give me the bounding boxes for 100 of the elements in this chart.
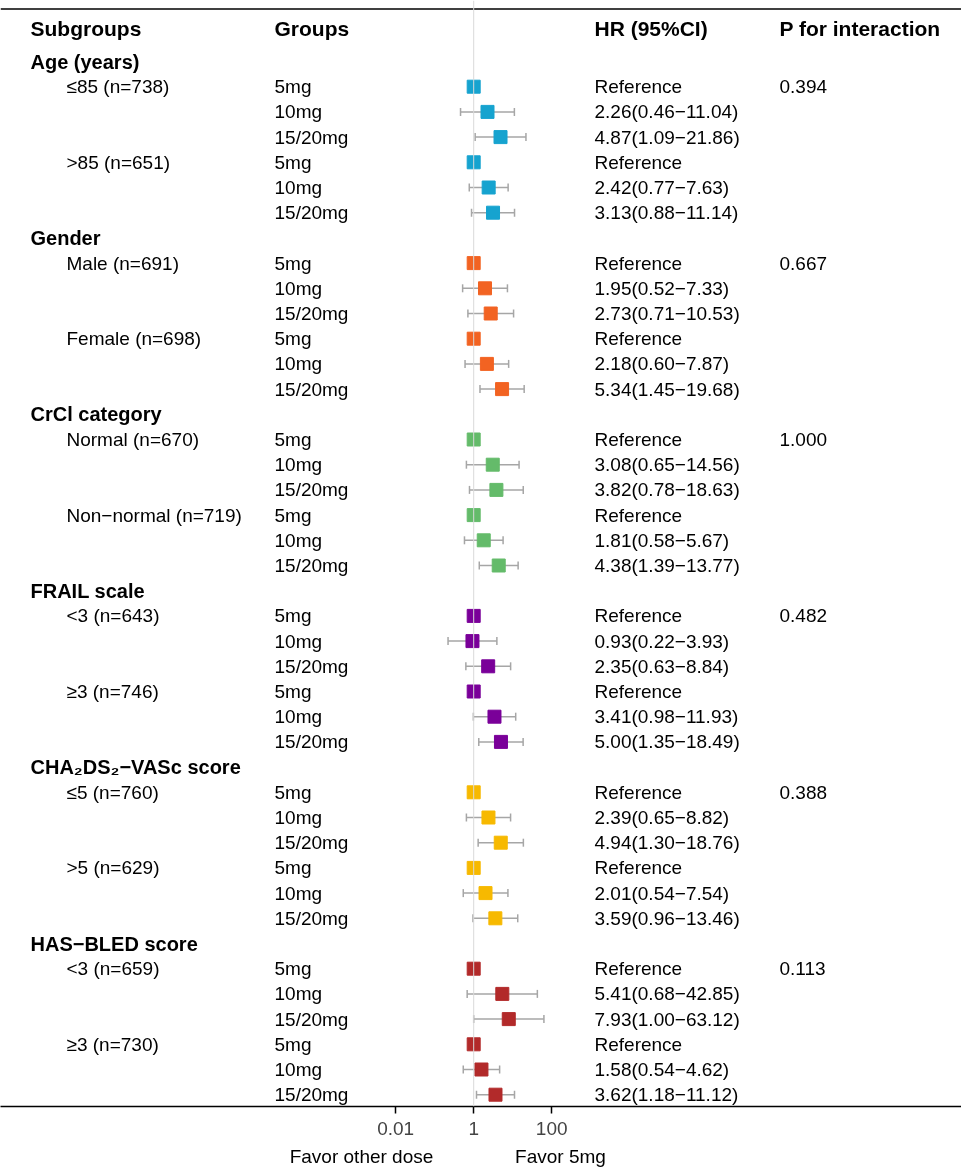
annotation: 2.73(0.71−10.53) bbox=[594, 303, 740, 324]
annotation: >85 (n=651) bbox=[66, 151, 171, 173]
y-tick-label: 15/20mg bbox=[274, 655, 349, 677]
annotation: Age (years) bbox=[30, 50, 140, 73]
y-tick-label: 5mg bbox=[274, 504, 312, 526]
annotation: 0.667 bbox=[779, 252, 828, 274]
y-tick-label: 5mg bbox=[274, 76, 312, 98]
annotation: CrCl category bbox=[30, 403, 163, 426]
annotation: 3.13(0.88−11.14) bbox=[594, 202, 739, 224]
annotation: 4.38(1.39−13.77) bbox=[594, 555, 740, 576]
annotation: <3 (n=659) bbox=[66, 958, 160, 980]
annotation: Normal (n=670) bbox=[66, 429, 200, 450]
annotation: ≤85 (n=738) bbox=[66, 76, 170, 98]
annotation: 2.42(0.77−7.63) bbox=[594, 177, 730, 198]
annotation: 1.81(0.58−5.67) bbox=[594, 529, 730, 551]
annotation: 2.35(0.63−8.84) bbox=[594, 655, 730, 677]
annotation: CHA₂DS₂−VASc score bbox=[30, 756, 241, 779]
annotation: 3.62(1.18−11.12) bbox=[594, 1084, 739, 1106]
y-tick-label: 10mg bbox=[274, 1059, 323, 1080]
y-tick-label: 5mg bbox=[274, 151, 312, 173]
annotation: Reference bbox=[594, 857, 683, 879]
annotation: Reference bbox=[594, 681, 683, 702]
annotation: 2.39(0.65−8.82) bbox=[594, 807, 730, 828]
annotation: 0.93(0.22−3.93) bbox=[594, 630, 730, 652]
annotation: ≥3 (n=746) bbox=[66, 681, 159, 702]
y-tick-label: 5mg bbox=[274, 252, 312, 274]
annotation: 0.113 bbox=[779, 958, 826, 980]
text: Subgroups bbox=[30, 16, 142, 40]
text: Favor 5mg bbox=[515, 1145, 606, 1167]
x-tick-label: 0.01 bbox=[377, 1117, 415, 1139]
y-tick-label: 5mg bbox=[274, 605, 312, 627]
y-tick-label: 10mg bbox=[274, 706, 323, 728]
y-tick-label: 10mg bbox=[274, 454, 323, 476]
annotation: 0.388 bbox=[779, 781, 828, 803]
annotation: Reference bbox=[594, 429, 683, 450]
annotation: 3.08(0.65−14.56) bbox=[594, 454, 740, 476]
y-tick-label: 5mg bbox=[274, 1033, 312, 1055]
annotation: 3.82(0.78−18.63) bbox=[594, 479, 740, 501]
annotation: Reference bbox=[594, 504, 683, 526]
x-tick-label: 100 bbox=[535, 1117, 568, 1139]
annotation: Female (n=698) bbox=[66, 328, 202, 350]
y-tick-label: 15/20mg bbox=[274, 1008, 349, 1030]
y-tick-label: 15/20mg bbox=[274, 832, 349, 854]
y-tick-label: 10mg bbox=[274, 807, 323, 828]
annotation: Reference bbox=[594, 328, 683, 350]
y-tick-label: 10mg bbox=[274, 882, 323, 904]
y-tick-label: 10mg bbox=[274, 277, 323, 299]
annotation: Reference bbox=[594, 76, 683, 98]
annotation: 7.93(1.00−63.12) bbox=[594, 1008, 740, 1030]
y-tick-label: 15/20mg bbox=[274, 202, 349, 224]
y-tick-label: 5mg bbox=[274, 429, 312, 450]
annotation: 3.59(0.96−13.46) bbox=[594, 907, 740, 929]
annotation: 1.58(0.54−4.62) bbox=[594, 1059, 730, 1080]
text: Favor other dose bbox=[289, 1145, 434, 1167]
y-tick-label: 5mg bbox=[274, 857, 312, 879]
text: P for interaction bbox=[779, 16, 941, 40]
y-tick-label: 15/20mg bbox=[274, 378, 349, 400]
annotation: 1.95(0.52−7.33) bbox=[594, 277, 730, 299]
text: Groups bbox=[274, 16, 350, 40]
annotation: Reference bbox=[594, 1033, 683, 1055]
annotation: 4.94(1.30−18.76) bbox=[594, 832, 740, 854]
annotation: ≥3 (n=730) bbox=[66, 1033, 159, 1055]
annotation: Reference bbox=[594, 605, 683, 627]
annotation: 2.18(0.60−7.87) bbox=[594, 353, 730, 375]
annotation: FRAIL scale bbox=[30, 579, 145, 602]
annotation: 0.482 bbox=[779, 605, 828, 627]
annotation: Male (n=691) bbox=[66, 252, 179, 274]
annotation: Reference bbox=[594, 781, 683, 803]
x-tick-label: 1 bbox=[468, 1117, 479, 1139]
annotation: 2.01(0.54−7.54) bbox=[594, 882, 730, 904]
y-tick-label: 5mg bbox=[274, 328, 312, 350]
y-tick-label: 10mg bbox=[274, 630, 323, 652]
annotation: Reference bbox=[594, 151, 683, 173]
y-tick-label: 10mg bbox=[274, 353, 323, 375]
y-tick-label: 15/20mg bbox=[274, 126, 349, 148]
y-tick-label: 5mg bbox=[274, 958, 312, 980]
y-tick-label: 10mg bbox=[274, 529, 323, 551]
annotation: 5.41(0.68−42.85) bbox=[594, 983, 740, 1005]
y-tick-label: 15/20mg bbox=[274, 555, 349, 576]
annotation: Reference bbox=[594, 252, 683, 274]
annotation: ≤5 (n=760) bbox=[66, 781, 159, 803]
y-tick-label: 15/20mg bbox=[274, 303, 349, 324]
annotation: >5 (n=629) bbox=[66, 857, 160, 879]
annotation: 0.394 bbox=[779, 76, 828, 98]
y-tick-label: 5mg bbox=[274, 781, 312, 803]
y-tick-label: 10mg bbox=[274, 177, 323, 198]
y-tick-label: 15/20mg bbox=[274, 479, 349, 501]
annotation: <3 (n=643) bbox=[66, 605, 160, 627]
y-tick-label: 15/20mg bbox=[274, 1084, 349, 1106]
annotation: HAS−BLED score bbox=[30, 932, 198, 955]
annotation: Gender bbox=[30, 226, 101, 249]
y-tick-label: 15/20mg bbox=[274, 731, 349, 753]
annotation: Reference bbox=[594, 958, 683, 980]
y-tick-label: 5mg bbox=[274, 681, 312, 702]
annotation: 4.87(1.09−21.86) bbox=[594, 126, 740, 148]
y-tick-label: 10mg bbox=[274, 983, 323, 1005]
y-tick-label: 10mg bbox=[274, 101, 323, 123]
annotation: 3.41(0.98−11.93) bbox=[594, 706, 739, 728]
annotation: 5.00(1.35−18.49) bbox=[594, 731, 740, 753]
annotation: 1.000 bbox=[779, 429, 828, 450]
